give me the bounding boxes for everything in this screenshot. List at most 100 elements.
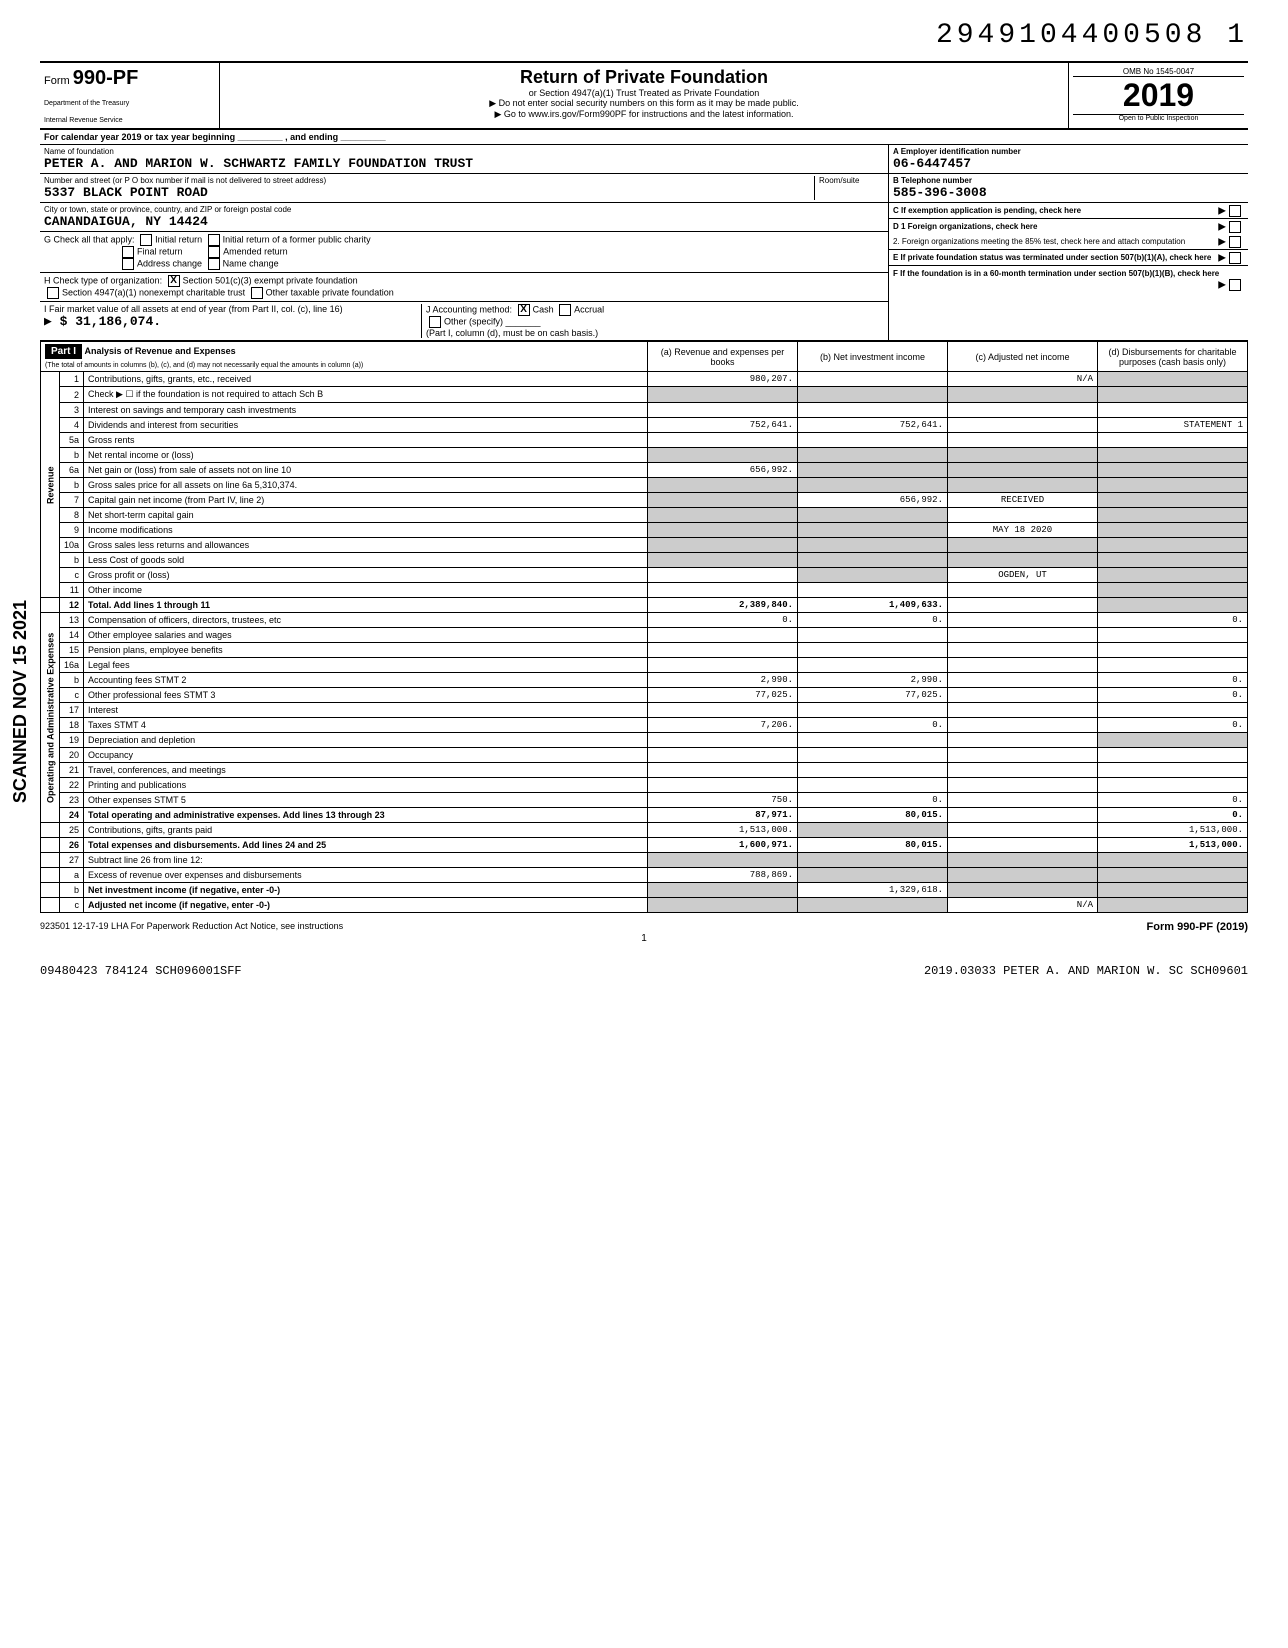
amt-d: STATEMENT 1 bbox=[1098, 418, 1248, 433]
amt-d: 0. bbox=[1098, 688, 1248, 703]
line-num: 12 bbox=[60, 598, 84, 613]
table-row: cOther professional fees STMT 377,025.77… bbox=[41, 688, 1248, 703]
section-f: F If the foundation is in a 60-month ter… bbox=[889, 266, 1248, 281]
line-desc: Contributions, gifts, grants, etc., rece… bbox=[84, 372, 648, 387]
form-header: Form 990-PF Department of the Treasury I… bbox=[40, 61, 1248, 130]
line-desc: Gross rents bbox=[84, 433, 648, 448]
checkbox-accrual[interactable] bbox=[559, 304, 571, 316]
table-row: bNet rental income or (loss) bbox=[41, 448, 1248, 463]
irs: Internal Revenue Service bbox=[44, 117, 215, 124]
line-desc: Compensation of officers, directors, tru… bbox=[84, 613, 648, 628]
line-num: 27 bbox=[60, 853, 84, 868]
line-desc: Net investment income (if negative, ente… bbox=[84, 883, 648, 898]
d2-label: 2. Foreign organizations meeting the 85%… bbox=[893, 237, 1185, 246]
line-num: b bbox=[60, 448, 84, 463]
open-inspection: Open to Public Inspection bbox=[1073, 114, 1244, 122]
checkbox-501c3[interactable]: X bbox=[168, 275, 180, 287]
table-row: 18Taxes STMT 47,206.0.0. bbox=[41, 718, 1248, 733]
checkbox-final[interactable] bbox=[122, 246, 134, 258]
amt-d: 0. bbox=[1098, 613, 1248, 628]
line-desc: Other employee salaries and wages bbox=[84, 628, 648, 643]
line-desc: Gross sales less returns and allowances bbox=[84, 538, 648, 553]
table-row: 16aLegal fees bbox=[41, 658, 1248, 673]
amt-c: N/A bbox=[948, 372, 1098, 387]
address-row: Number and street (or P O box number if … bbox=[40, 174, 888, 203]
table-row: aExcess of revenue over expenses and dis… bbox=[41, 868, 1248, 883]
checkbox-c[interactable] bbox=[1229, 205, 1241, 217]
line-num: 4 bbox=[60, 418, 84, 433]
part1-subtitle: (The total of amounts in columns (b), (c… bbox=[45, 362, 363, 369]
checkbox-initial-former[interactable] bbox=[208, 234, 220, 246]
line-num: c bbox=[60, 568, 84, 583]
amt-a: 788,869. bbox=[648, 868, 798, 883]
table-row: 4Dividends and interest from securities7… bbox=[41, 418, 1248, 433]
j-label: J Accounting method: bbox=[426, 304, 512, 314]
line-num: 2 bbox=[60, 387, 84, 403]
g-opt-3: Amended return bbox=[223, 246, 288, 256]
line-num: c bbox=[60, 898, 84, 913]
line-num: b bbox=[60, 883, 84, 898]
checkbox-f[interactable] bbox=[1229, 279, 1241, 291]
checkbox-d1[interactable] bbox=[1229, 221, 1241, 233]
addr-label: Number and street (or P O box number if … bbox=[44, 176, 814, 185]
checkbox-addrchange[interactable] bbox=[122, 258, 134, 270]
subtitle-2: ▶ Do not enter social security numbers o… bbox=[224, 98, 1064, 109]
line-num: 16a bbox=[60, 658, 84, 673]
checkbox-amended[interactable] bbox=[208, 246, 220, 258]
h-label: H Check type of organization: bbox=[44, 275, 162, 285]
amt-a: 87,971. bbox=[648, 808, 798, 823]
amt-a: 656,992. bbox=[648, 463, 798, 478]
form-990pf: 990-PF bbox=[73, 67, 139, 89]
c-label: C If exemption application is pending, c… bbox=[893, 206, 1081, 215]
info-right: A Employer identification number 06-6447… bbox=[888, 145, 1248, 340]
revenue-sidelabel: Revenue bbox=[41, 372, 60, 598]
line-num: 1 bbox=[60, 372, 84, 387]
table-row: cAdjusted net income (if negative, enter… bbox=[41, 898, 1248, 913]
line-num: 21 bbox=[60, 763, 84, 778]
city: CANANDAIGUA, NY 14424 bbox=[44, 214, 884, 229]
checkbox-namechange[interactable] bbox=[208, 258, 220, 270]
amt-d: 0. bbox=[1098, 673, 1248, 688]
line-desc: Dividends and interest from securities bbox=[84, 418, 648, 433]
amt-b: 1,329,618. bbox=[798, 883, 948, 898]
table-row: 7Capital gain net income (from Part IV, … bbox=[41, 493, 1248, 508]
line-desc: Total. Add lines 1 through 11 bbox=[84, 598, 648, 613]
line-desc: Occupancy bbox=[84, 748, 648, 763]
amt-b: 0. bbox=[798, 718, 948, 733]
line-num: 15 bbox=[60, 643, 84, 658]
table-row: 6aNet gain or (loss) from sale of assets… bbox=[41, 463, 1248, 478]
received-stamp: RECEIVED bbox=[948, 493, 1098, 508]
phone-label: B Telephone number bbox=[893, 176, 1244, 185]
line-num: 10a bbox=[60, 538, 84, 553]
header-right: OMB No 1545-0047 2019 Open to Public Ins… bbox=[1068, 63, 1248, 128]
page-footer: 923501 12-17-19 LHA For Paperwork Reduct… bbox=[40, 921, 1248, 933]
line-desc: Pension plans, employee benefits bbox=[84, 643, 648, 658]
checkbox-other-method[interactable] bbox=[429, 316, 441, 328]
g-opt-1: Initial return of a former public charit… bbox=[223, 234, 371, 244]
checkbox-d2[interactable] bbox=[1229, 236, 1241, 248]
line-num: 24 bbox=[60, 808, 84, 823]
checkbox-cash[interactable]: X bbox=[518, 304, 530, 316]
h-opt-3: Other taxable private foundation bbox=[266, 287, 394, 297]
subtitle-3: ▶ Go to www.irs.gov/Form990PF for instru… bbox=[224, 109, 1064, 120]
amt-a: 77,025. bbox=[648, 688, 798, 703]
line-desc: Excess of revenue over expenses and disb… bbox=[84, 868, 648, 883]
amt-a: 1,513,000. bbox=[648, 823, 798, 838]
page-number: 1 bbox=[40, 933, 1248, 944]
line-num: 3 bbox=[60, 403, 84, 418]
line-num: 13 bbox=[60, 613, 84, 628]
phone: 585-396-3008 bbox=[893, 185, 1244, 200]
ein: 06-6447457 bbox=[893, 156, 1244, 171]
form-number: Form 990-PF bbox=[44, 67, 215, 90]
checkbox-e[interactable] bbox=[1229, 252, 1241, 264]
g-opt-4: Address change bbox=[137, 258, 202, 268]
calendar-year-row: For calendar year 2019 or tax year begin… bbox=[40, 130, 1248, 145]
line-num: 7 bbox=[60, 493, 84, 508]
line-num: 5a bbox=[60, 433, 84, 448]
amt-d bbox=[1098, 372, 1248, 387]
checkbox-initial[interactable] bbox=[140, 234, 152, 246]
checkbox-other-taxable[interactable] bbox=[251, 287, 263, 299]
table-row: bLess Cost of goods sold bbox=[41, 553, 1248, 568]
checkbox-4947[interactable] bbox=[47, 287, 59, 299]
line-desc: Other professional fees STMT 3 bbox=[84, 688, 648, 703]
